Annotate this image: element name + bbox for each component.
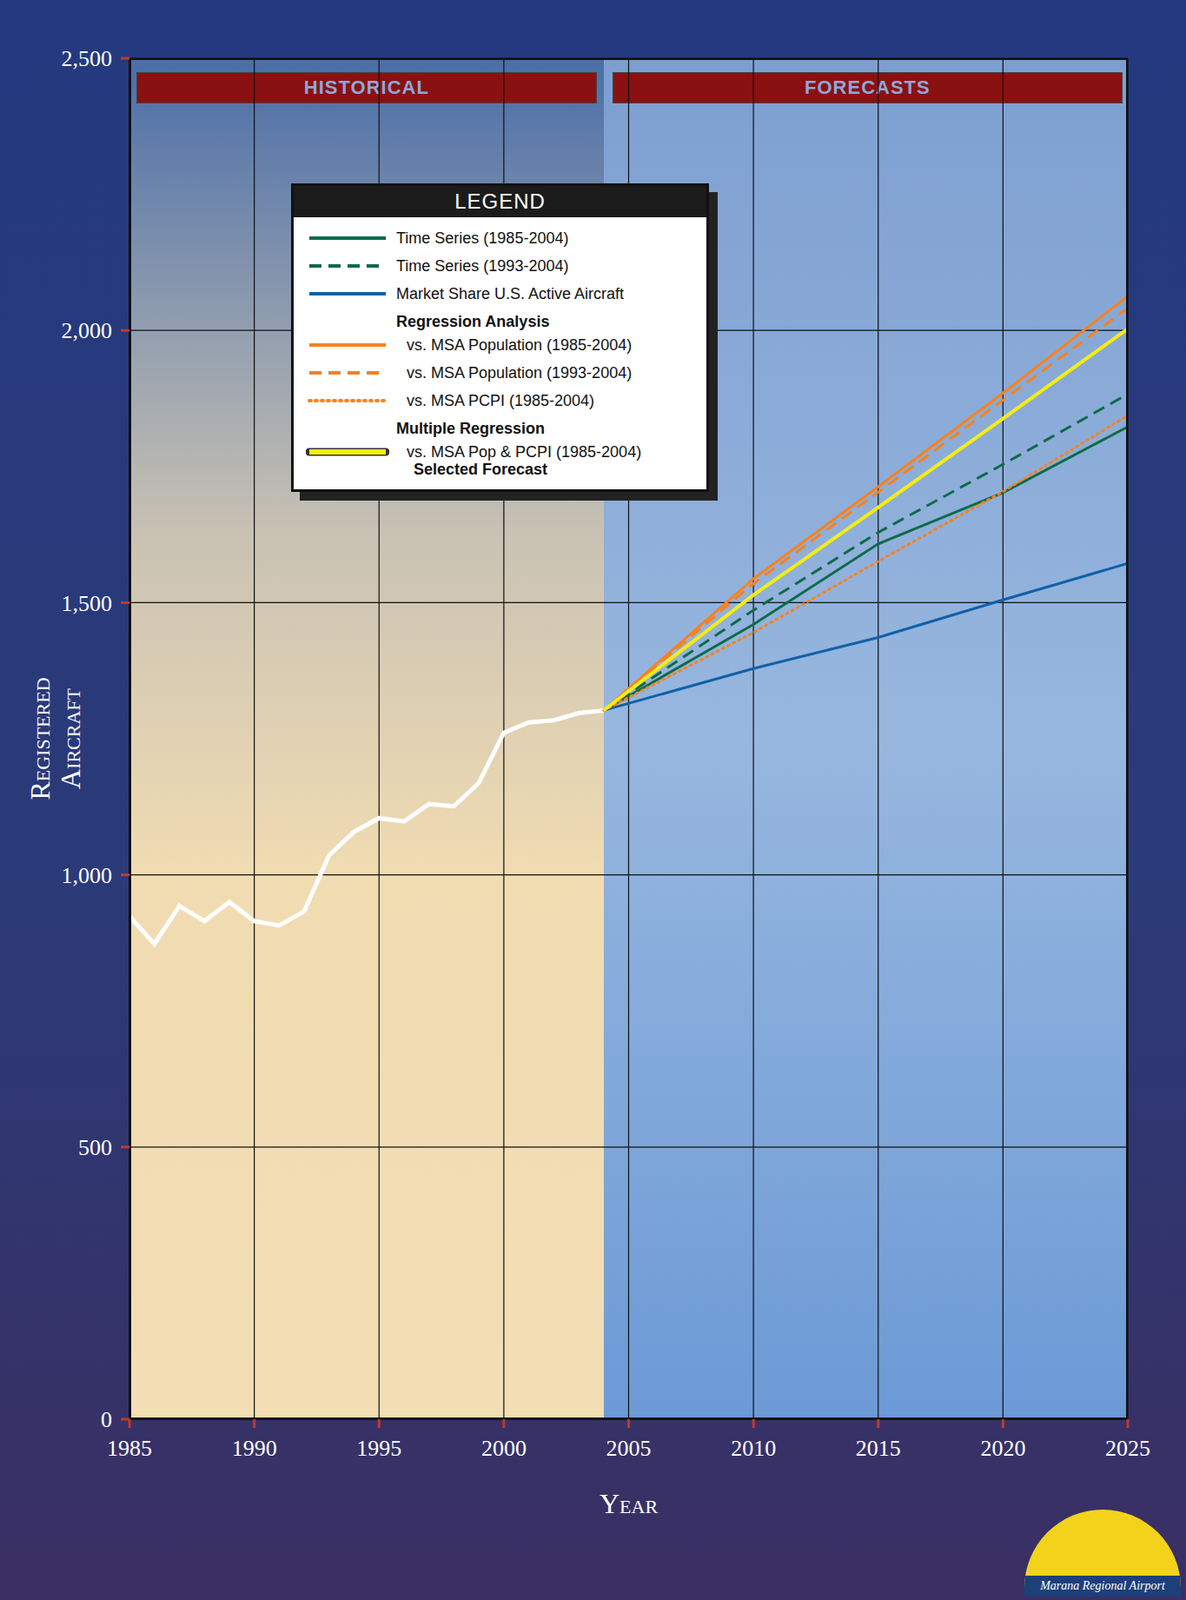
html-text:vs. MSA PCPI (1985-2004): vs. MSA PCPI (1985-2004) [406,391,595,409]
svg-text:1985: 1985 [106,1435,153,1461]
html-text:Registered Aircraft: Registered Aircraft [24,677,87,800]
html-text:LEGEND: LEGEND [454,189,546,213]
svg-text:1995: 1995 [356,1435,402,1461]
html-text:Marana Regional Airport: Marana Regional Airport [1040,1578,1165,1592]
svg-text:1990: 1990 [231,1435,278,1461]
svg-text:500: 500 [78,1134,113,1160]
html-text:vs. MSA Population (1985-2004): vs. MSA Population (1985-2004) [406,335,632,354]
svg-text:2025: 2025 [1105,1435,1151,1461]
svg-text:0: 0 [100,1406,113,1432]
html-text:Time Series (1993-2004): Time Series (1993-2004) [396,256,569,275]
html-text:Selected Forecast: Selected Forecast [413,460,548,478]
html-text:Market Share U.S. Active Aircr: Market Share U.S. Active Aircraft [396,284,624,302]
html-text:Year: Year [599,1487,658,1519]
svg-text:2000: 2000 [481,1435,527,1461]
svg-text:2015: 2015 [855,1435,902,1461]
svg-text:2020: 2020 [980,1435,1026,1461]
html-text:Regression Analysis: Regression Analysis [396,312,550,331]
html-text:HISTORICAL: HISTORICAL [304,76,430,99]
html-text:Time Series (1985-2004): Time Series (1985-2004) [396,228,569,247]
html-text:vs. MSA Population (1993-2004): vs. MSA Population (1993-2004) [406,363,632,381]
svg-text:1,000: 1,000 [61,862,113,888]
svg-text:2,000: 2,000 [61,318,113,344]
html-text:FORECASTS: FORECASTS [804,76,931,99]
svg-text:2005: 2005 [606,1435,652,1461]
html-text:vs. MSA Pop & PCPI (1985-2004): vs. MSA Pop & PCPI (1985-2004) [406,442,642,461]
svg-text:2010: 2010 [730,1435,776,1461]
svg-text:1,500: 1,500 [61,590,113,617]
html-text:Multiple Regression: Multiple Regression [396,419,545,438]
svg-text:2,500: 2,500 [61,46,113,72]
